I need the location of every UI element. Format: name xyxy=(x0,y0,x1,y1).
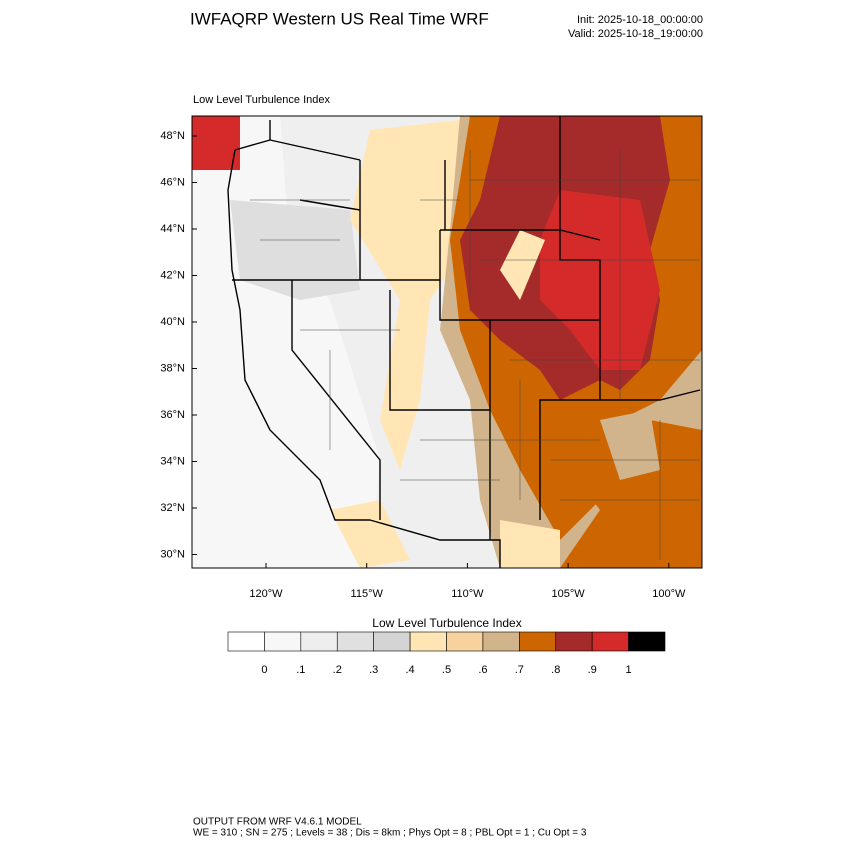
colorbar-label: 1 xyxy=(626,664,632,676)
lon-label: 120°W xyxy=(249,588,283,600)
colorbar-label: 0 xyxy=(261,664,267,676)
colorbar-label: .8 xyxy=(551,664,560,676)
colorbar-box xyxy=(300,631,338,652)
lat-label: 44°N xyxy=(160,223,185,235)
colorbar-label: .4 xyxy=(405,664,414,676)
colorbar-label: .7 xyxy=(515,664,524,676)
init-time: Init: 2025-10-18_00:00:00 xyxy=(577,14,703,26)
colorbar-box xyxy=(264,631,302,652)
lat-label: 48°N xyxy=(160,130,185,142)
lon-label: 110°W xyxy=(451,588,484,600)
colorbar-title: Low Level Turbulence Index xyxy=(372,616,521,630)
colorbar-label: .5 xyxy=(442,664,451,676)
map xyxy=(192,116,702,568)
lat-label: 32°N xyxy=(160,502,185,514)
lat-label: 38°N xyxy=(160,362,185,374)
lat-label: 36°N xyxy=(160,409,185,421)
map-frame xyxy=(191,115,703,569)
title: IWFAQRP Western US Real Time WRF xyxy=(190,9,489,28)
valid-time: Valid: 2025-10-18_19:00:00 xyxy=(568,28,703,40)
colorbar-box xyxy=(555,631,593,652)
lat-label: 42°N xyxy=(160,269,185,281)
footer-line: WE = 310 ; SN = 275 ; Levels = 38 ; Dis … xyxy=(193,828,587,839)
colorbar-label: .1 xyxy=(296,664,305,676)
lon-label: 100°W xyxy=(652,588,686,600)
lon-label: 115°W xyxy=(351,588,384,600)
lat-label: 46°N xyxy=(160,176,185,188)
colorbar-box xyxy=(628,631,666,652)
lat-label: 34°N xyxy=(160,455,185,467)
lat-label: 30°N xyxy=(160,548,185,560)
colorbar-label: .2 xyxy=(333,664,342,676)
colorbar-box xyxy=(227,631,265,652)
colorbar-box xyxy=(409,631,447,652)
map-label: Low Level Turbulence Index xyxy=(193,94,330,106)
colorbar-box xyxy=(482,631,520,652)
colorbar-box xyxy=(446,631,484,652)
colorbar-label: .3 xyxy=(369,664,378,676)
colorbar-box xyxy=(336,631,374,652)
colorbar-label: .9 xyxy=(588,664,597,676)
lat-label: 40°N xyxy=(160,316,185,328)
colorbar-label: .6 xyxy=(478,664,487,676)
colorbar-box xyxy=(519,631,557,652)
footer-line: OUTPUT FROM WRF V4.6.1 MODEL xyxy=(193,817,362,828)
lon-label: 105°W xyxy=(552,588,586,600)
colorbar-box xyxy=(591,631,629,652)
colorbar-box xyxy=(373,631,411,652)
